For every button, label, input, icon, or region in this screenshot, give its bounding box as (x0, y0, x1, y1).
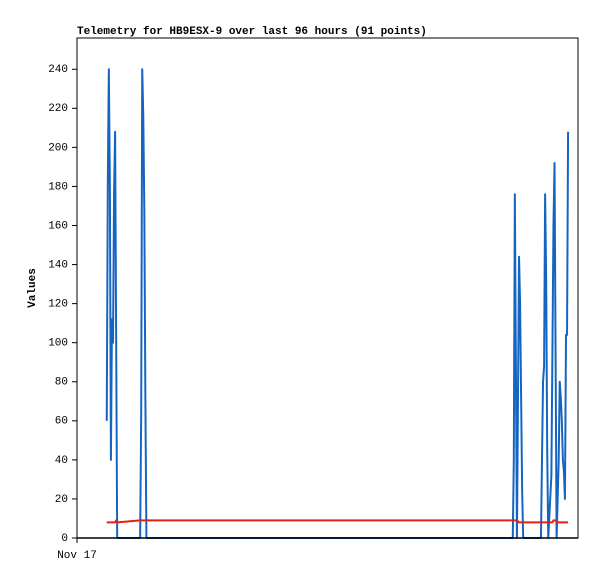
series-line (105, 68, 570, 539)
y-tick-label: 140 (48, 259, 68, 271)
plot-frame (76, 37, 579, 539)
y-axis-label: Values (27, 268, 39, 308)
x-tick-label: Nov 17 (57, 550, 97, 562)
y-tick-label: 160 (48, 220, 68, 232)
y-tick-label: 200 (48, 142, 68, 154)
y-tick-label: 80 (55, 377, 68, 389)
chart-title: Telemetry for HB9ESX-9 over last 96 hour… (77, 26, 427, 38)
y-tick-label: 120 (48, 299, 68, 311)
y-tick-label: 240 (48, 64, 68, 76)
y-tick-label: 40 (55, 455, 68, 467)
y-tick-label: 20 (55, 494, 68, 506)
y-tick-label: 0 (61, 533, 68, 545)
y-tick-label: 100 (48, 338, 68, 350)
y-tick-label: 60 (55, 416, 68, 428)
series-line (106, 519, 569, 524)
y-tick-label: 180 (48, 181, 68, 193)
y-tick-label: 220 (48, 103, 68, 115)
